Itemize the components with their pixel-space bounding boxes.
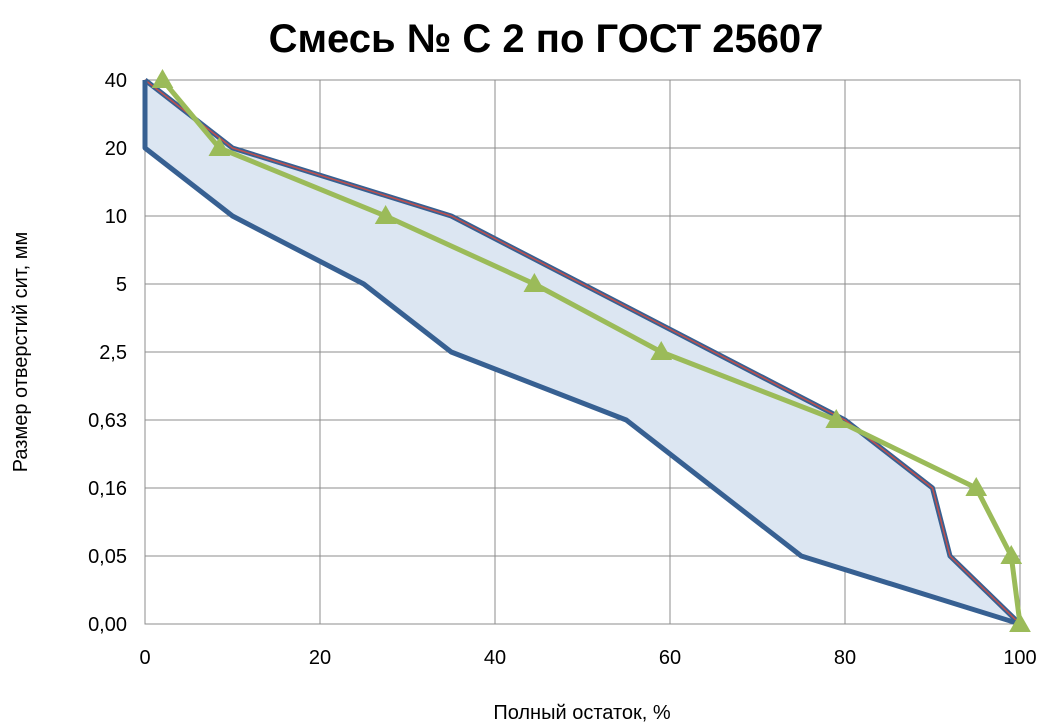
x-tick-label: 100: [1003, 647, 1036, 669]
y-tick-label: 10: [105, 206, 127, 228]
y-tick-label: 0,63: [88, 410, 127, 432]
actual-point: [965, 476, 988, 496]
y-axis-label: Размер отверстий сит, мм: [10, 232, 32, 473]
x-tick-labels: 0 20 40 60 80 100: [139, 647, 1036, 669]
actual-point: [1009, 612, 1031, 632]
x-tick-label: 60: [659, 647, 681, 669]
actual-point: [208, 136, 231, 156]
y-tick-label: 0,16: [88, 478, 127, 500]
actual-point: [523, 272, 546, 292]
y-tick-labels: 0,00 0,05 0,16 0,63 2,5 5 10 20 40: [88, 70, 127, 636]
y-tick-label: 0,05: [88, 546, 127, 568]
y-tick-label: 0,00: [88, 614, 127, 636]
range-band: [145, 80, 1020, 624]
x-tick-label: 80: [834, 647, 856, 669]
range-band-area: [145, 80, 1020, 624]
actual-point: [151, 68, 174, 88]
x-axis-label: Полный остаток, %: [493, 702, 671, 724]
chart-title: Смесь № С 2 по ГОСТ 25607: [269, 17, 824, 61]
x-tick-label: 40: [484, 647, 506, 669]
upper-bound-inner-line: [144, 79, 1021, 625]
x-tick-label: 20: [309, 647, 331, 669]
y-tick-label: 2,5: [99, 342, 127, 364]
y-tick-label: 5: [116, 274, 127, 296]
lower-bound-line: [142, 80, 1021, 627]
series-markers: [151, 68, 1031, 632]
actual-point: [374, 204, 397, 224]
actual-point: [650, 340, 673, 360]
actual-point: [1000, 544, 1023, 564]
y-tick-label: 20: [105, 138, 127, 160]
y-tick-label: 40: [105, 70, 127, 92]
x-tick-label: 0: [139, 647, 150, 669]
actual-point: [825, 408, 848, 428]
